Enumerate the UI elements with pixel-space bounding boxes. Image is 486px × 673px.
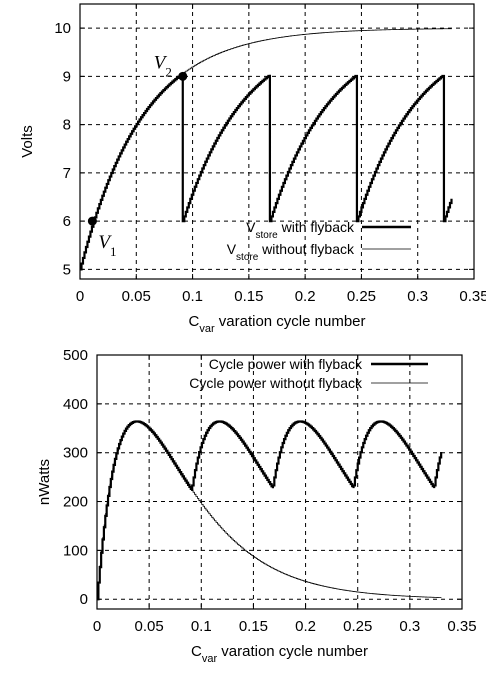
- x-axis-label: Cvar varation cycle number: [188, 313, 365, 335]
- legend-label: Vstore without flyback: [227, 241, 355, 263]
- power-chart: 0 0.05 0.1 0.15 0.2 0.25 0.3 0.35 0 100 200 300 400 5…: [36, 347, 477, 665]
- y-axis-label: nWatts: [36, 459, 53, 505]
- x-axis-label-main: C: [188, 313, 199, 330]
- y-tick-label: 300: [63, 445, 88, 462]
- annotation-label: V1: [98, 232, 116, 259]
- x-axis-label: Cvar varation cycle number: [191, 643, 368, 665]
- x-tick-label: 0.25: [347, 288, 376, 305]
- y-tick-label: 5: [63, 261, 71, 278]
- series-line-with-flyback: [80, 73, 453, 271]
- x-axis-label-sub: var: [199, 323, 215, 335]
- annotation-label-sub: 1: [110, 244, 117, 259]
- x-tick-label: 0.3: [399, 618, 420, 635]
- series-line-without-flyback: [97, 421, 442, 600]
- x-tick-label: 0.35: [447, 618, 476, 635]
- x-tick-label: 0.3: [407, 288, 428, 305]
- legend-label-main: V: [227, 241, 237, 257]
- x-tick-label: 0.1: [191, 618, 212, 635]
- legend-label: Vstore with flyback: [246, 219, 355, 241]
- legend-label-sub: store: [256, 230, 279, 241]
- x-axis-label-main: C: [191, 643, 202, 660]
- x-tick-label: 0.35: [459, 288, 486, 305]
- legend-label: Cycle power without flyback: [189, 375, 363, 391]
- x-tick-label: 0: [76, 288, 84, 305]
- x-tick-label: 0.15: [239, 618, 268, 635]
- legend-label-rest: with flyback: [278, 219, 355, 235]
- legend-label-rest: without flyback: [258, 241, 355, 257]
- y-tick-label: 10: [54, 20, 71, 37]
- x-axis-label-sub: var: [202, 653, 218, 665]
- legend-label: Cycle power with flyback: [209, 356, 363, 372]
- voltage-chart: 0 0.05 0.1 0.15 0.2 0.25 0.3 0.35 5 6 7 8 9 10 Volts Cv…: [19, 3, 486, 335]
- x-tick-label: 0.1: [182, 288, 203, 305]
- y-tick-label: 0: [80, 591, 88, 608]
- y-tick-label: 200: [63, 494, 88, 511]
- y-axis-label: Volts: [19, 125, 36, 158]
- legend-label-sub: store: [236, 252, 259, 263]
- annotation-point: [178, 71, 188, 81]
- y-tick-label: 8: [63, 117, 71, 134]
- annotation-label-main: V: [154, 52, 168, 73]
- x-tick-label: 0.15: [234, 288, 263, 305]
- annotation-label-main: V: [98, 232, 112, 253]
- legend-label-main: V: [246, 219, 256, 235]
- y-tick-label: 6: [63, 213, 71, 230]
- y-tick-label: 400: [63, 396, 88, 413]
- y-tick-label: 7: [63, 165, 71, 182]
- x-tick-label: 0.05: [122, 288, 151, 305]
- plot-frame: [79, 3, 475, 280]
- x-tick-label: 0: [93, 618, 101, 635]
- y-tick-label: 9: [63, 68, 71, 85]
- series-line-with-flyback: [97, 420, 443, 601]
- x-tick-label: 0.2: [295, 288, 316, 305]
- annotation-label-sub: 2: [165, 64, 172, 79]
- x-tick-label: 0.2: [295, 618, 316, 635]
- x-axis-label-rest: varation cycle number: [215, 313, 366, 330]
- x-axis-label-rest: varation cycle number: [217, 643, 368, 660]
- x-tick-label: 0.25: [343, 618, 372, 635]
- y-tick-label: 500: [63, 347, 88, 364]
- annotation-label: V2: [154, 52, 172, 79]
- annotation-point: [87, 216, 97, 226]
- plot-frame: [96, 354, 463, 610]
- series-line-without-flyback: [182, 28, 452, 74]
- x-tick-label: 0.05: [135, 618, 164, 635]
- y-tick-label: 100: [63, 542, 88, 559]
